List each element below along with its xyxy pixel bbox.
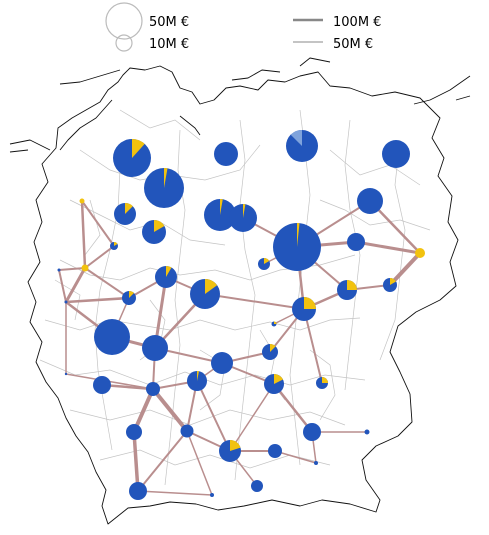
line-segment bbox=[186, 430, 213, 496]
legend-line-thin-label: 50M € bbox=[333, 37, 373, 52]
line-segment bbox=[64, 296, 131, 304]
bus-nodes bbox=[57, 130, 425, 500]
bus-node bbox=[57, 268, 61, 272]
line-segment bbox=[229, 383, 275, 452]
bus-node bbox=[286, 130, 318, 162]
transmission-lines bbox=[58, 199, 422, 496]
bus-node bbox=[142, 335, 168, 361]
bus-node bbox=[210, 493, 214, 497]
bus-node bbox=[383, 278, 397, 292]
line-segment bbox=[81, 200, 115, 247]
line-segment bbox=[151, 387, 189, 433]
line-segment bbox=[84, 267, 130, 299]
bus-node bbox=[364, 429, 370, 435]
bus-node bbox=[79, 198, 85, 204]
bus-node bbox=[268, 444, 282, 458]
bus-node bbox=[292, 297, 316, 321]
line-segment bbox=[204, 293, 305, 310]
bus-node bbox=[314, 461, 318, 465]
bus-node bbox=[219, 439, 241, 462]
bus-node bbox=[94, 319, 130, 355]
bus-node bbox=[337, 280, 357, 300]
bus-node bbox=[271, 321, 277, 327]
legend-size-large-label: 50M € bbox=[149, 15, 189, 30]
country-border bbox=[9, 57, 471, 525]
bus-node bbox=[126, 424, 142, 440]
line-segment bbox=[274, 450, 317, 464]
legend-size-large-circle bbox=[105, 2, 143, 40]
bus-node bbox=[204, 198, 236, 231]
bus-node bbox=[251, 480, 263, 492]
bus-node bbox=[382, 140, 410, 168]
bus-node bbox=[129, 482, 147, 500]
line-segment bbox=[303, 308, 323, 384]
bus-node bbox=[264, 373, 284, 394]
line-segment bbox=[137, 490, 213, 496]
line-segment bbox=[132, 430, 140, 493]
line-segment bbox=[196, 380, 231, 452]
bus-node bbox=[357, 188, 383, 214]
line-segment bbox=[64, 266, 87, 304]
line-segment bbox=[388, 251, 422, 287]
bus-node bbox=[180, 424, 194, 438]
bus-node bbox=[114, 202, 136, 225]
bus-node bbox=[303, 423, 321, 441]
bus-node bbox=[273, 222, 321, 271]
line-segment bbox=[137, 430, 188, 492]
bus-node bbox=[229, 203, 257, 232]
line-segment bbox=[80, 199, 87, 270]
bus-node bbox=[316, 377, 328, 389]
bus-node bbox=[64, 372, 68, 376]
line-segment bbox=[84, 245, 115, 269]
bus-node bbox=[81, 264, 89, 272]
bus-node bbox=[347, 233, 365, 251]
line-segment bbox=[272, 382, 314, 434]
bus-node bbox=[122, 290, 136, 305]
bus-node bbox=[146, 382, 160, 396]
bus-node bbox=[187, 370, 207, 391]
line-segment bbox=[58, 269, 67, 303]
bus-node bbox=[211, 352, 233, 374]
line-segment bbox=[58, 267, 86, 271]
region-borders bbox=[39, 109, 431, 486]
bus-node bbox=[110, 241, 118, 250]
bus-node bbox=[262, 343, 278, 360]
bus-node bbox=[142, 220, 166, 244]
bus-node bbox=[258, 258, 270, 270]
bus-node bbox=[93, 376, 111, 394]
legend-size-small-circle bbox=[115, 34, 133, 52]
bus-node bbox=[214, 142, 238, 166]
legend-line-thick-label: 100M € bbox=[333, 15, 381, 30]
bus-node bbox=[155, 266, 177, 288]
legend-size-small-label: 10M € bbox=[149, 37, 189, 52]
bus-node bbox=[190, 279, 220, 309]
line-segment bbox=[354, 240, 422, 255]
bus-node bbox=[144, 167, 184, 208]
bus-node bbox=[113, 139, 151, 177]
legend: 50M € 10M € 100M € 50M € bbox=[105, 2, 381, 52]
bus-node bbox=[415, 248, 425, 258]
bus-node bbox=[64, 300, 68, 304]
